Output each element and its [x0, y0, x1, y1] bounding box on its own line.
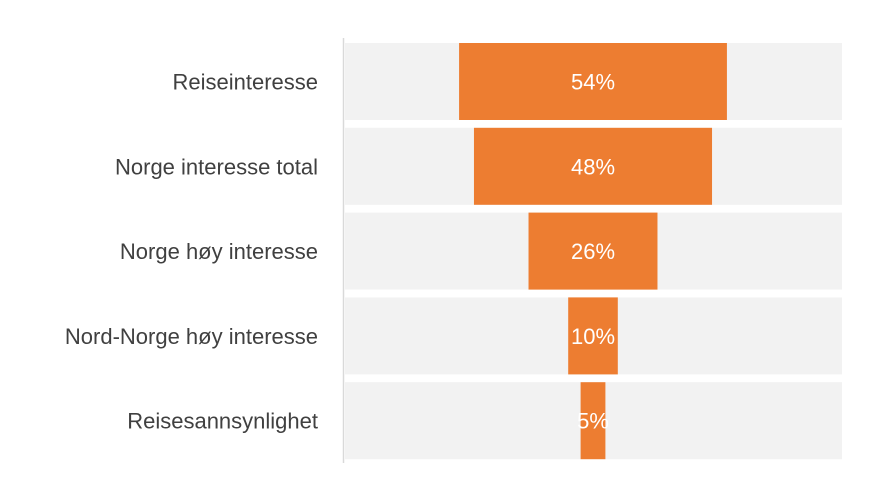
bar	[580, 382, 606, 460]
value-label: 10%	[571, 324, 615, 349]
value-label: 48%	[571, 154, 615, 179]
bar	[528, 212, 658, 290]
value-labels: 54% 48% 26% 10% 5%	[571, 70, 615, 434]
category-label: Reiseinteresse	[172, 70, 318, 95]
category-label: Norge interesse total	[115, 154, 318, 179]
category-label: Norge høy interesse	[120, 239, 318, 264]
value-label: 26%	[571, 239, 615, 264]
bar	[473, 127, 713, 205]
bars	[459, 43, 727, 460]
value-label: 54%	[571, 70, 615, 95]
category-labels: Reiseinteresse Norge interesse total Norge…	[65, 70, 318, 434]
category-label: Nord-Norge høy interesse	[65, 324, 318, 349]
bar	[459, 43, 727, 120]
bar	[568, 297, 618, 375]
value-label: 5%	[577, 409, 609, 434]
category-label: Reisesannsynlighet	[127, 409, 318, 434]
